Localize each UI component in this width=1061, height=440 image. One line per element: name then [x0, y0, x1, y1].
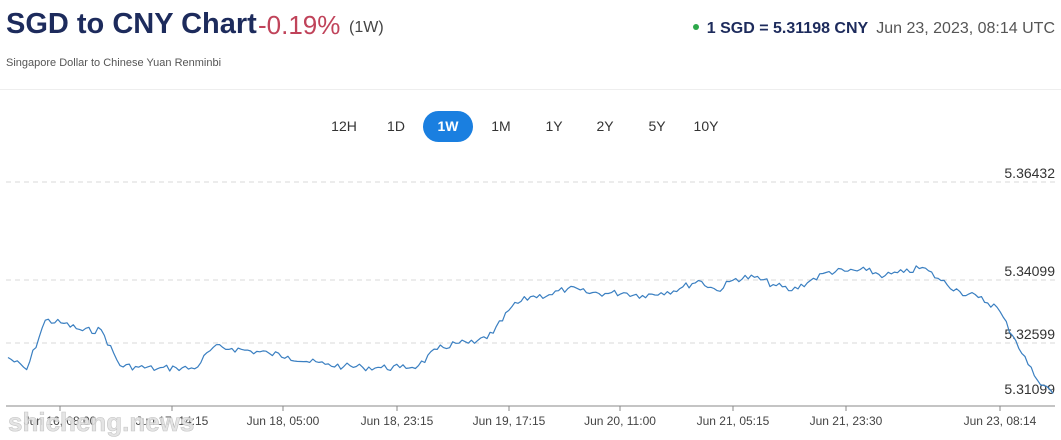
- divider: [0, 89, 1061, 90]
- tab-1y[interactable]: 1Y: [545, 118, 563, 134]
- rate-timestamp: Jun 23, 2023, 08:14 UTC: [876, 20, 1055, 37]
- subtitle: Singapore Dollar to Chinese Yuan Renminb…: [6, 57, 222, 69]
- x-tick-label: Jun 18, 05:00: [247, 414, 320, 428]
- watermark: shicheng.news: [8, 407, 194, 437]
- rate-info: 1 SGD = 5.31198 CNY Jun 23, 2023, 08:14 U…: [692, 20, 1055, 38]
- period-label: (1W): [349, 19, 384, 36]
- percent-change: -0.19%: [258, 10, 341, 40]
- status-dot-icon: [692, 23, 699, 30]
- x-tick-label: Jun 20, 11:00: [584, 414, 656, 428]
- x-tick-label: Jun 16, 08:00: [24, 414, 97, 428]
- x-tick-label: Jun 19, 17:15: [473, 414, 546, 428]
- series-line: [7, 265, 1054, 394]
- y-tick-label: 5.36432: [1004, 165, 1055, 181]
- x-tick-label: Jun 21, 05:15: [697, 414, 770, 428]
- page-title: SGD to CNY Chart: [6, 8, 257, 40]
- y-tick-label: 5.34099: [1004, 263, 1055, 279]
- tab-1m[interactable]: 1M: [491, 118, 511, 134]
- tab-12h[interactable]: 12H: [331, 118, 357, 134]
- x-tick-label: Jun 23, 08:14: [964, 414, 1037, 428]
- chart-header: SGD to CNY Chart -0.19% (1W) 1 SGD = 5.3…: [6, 8, 1061, 48]
- x-tick-label: Jun 17, 14:15: [136, 414, 209, 428]
- tab-1w[interactable]: 1W: [423, 111, 473, 142]
- exchange-rate-chart: 5.36432 5.34099 5.32599 5.31099 Jun 16, 08:…: [6, 165, 1055, 437]
- y-tick-label: 5.32599: [1004, 326, 1055, 342]
- tab-10y[interactable]: 10Y: [693, 118, 719, 134]
- tab-5y[interactable]: 5Y: [648, 118, 666, 134]
- range-tabs: 12H 1D 1W 1M 1Y 2Y 5Y 10Y: [319, 111, 729, 142]
- x-tick-label: Jun 21, 23:30: [810, 414, 883, 428]
- rate-value: 1 SGD = 5.31198 CNY: [706, 20, 869, 37]
- tab-1d[interactable]: 1D: [387, 118, 405, 134]
- y-tick-label: 5.31099: [1004, 381, 1055, 397]
- tab-2y[interactable]: 2Y: [596, 118, 614, 134]
- x-tick-label: Jun 18, 23:15: [361, 414, 434, 428]
